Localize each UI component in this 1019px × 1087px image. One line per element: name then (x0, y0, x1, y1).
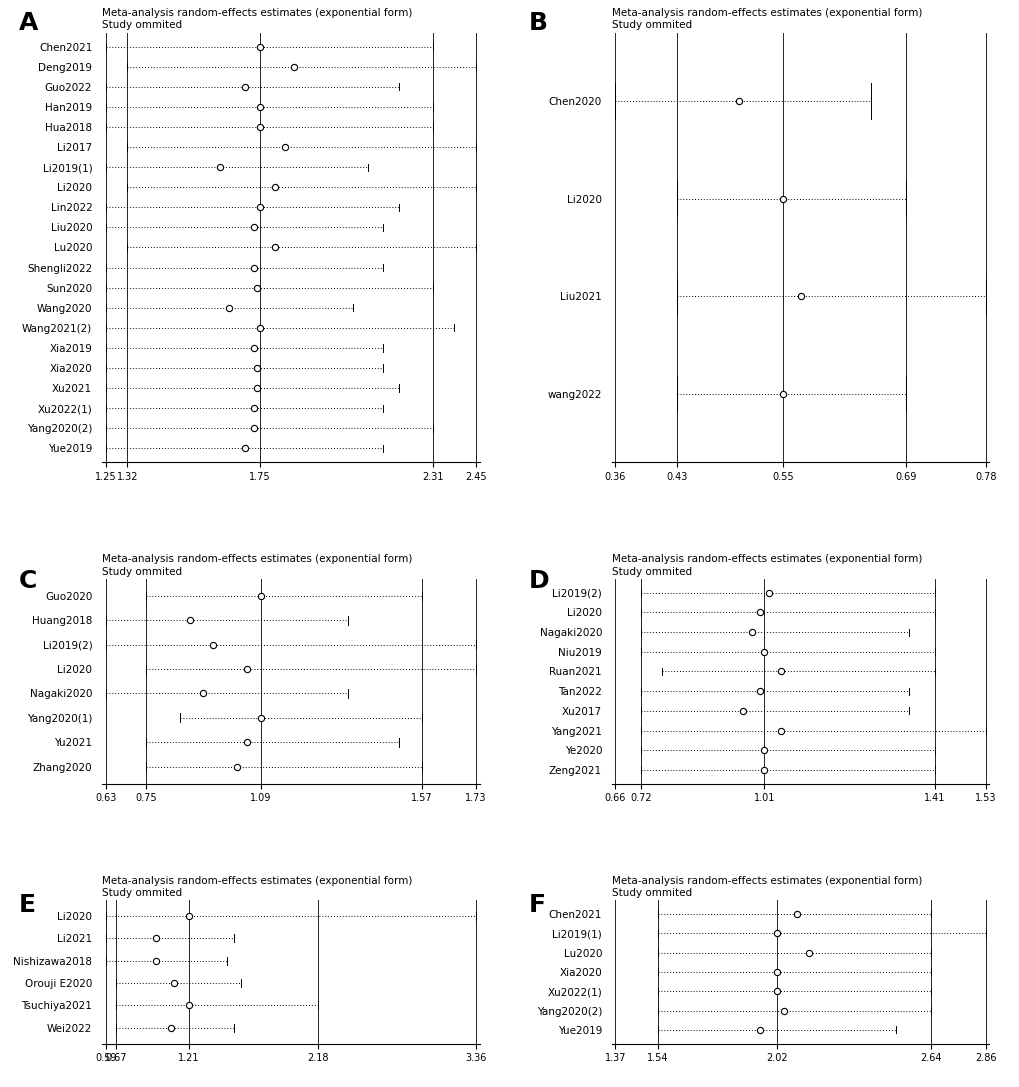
Text: Meta-analysis random-effects estimates (exponential form)
Study ommited: Meta-analysis random-effects estimates (… (611, 554, 921, 577)
Text: D: D (528, 569, 549, 592)
Text: Meta-analysis random-effects estimates (exponential form)
Study ommited: Meta-analysis random-effects estimates (… (102, 554, 412, 577)
Text: A: A (19, 11, 39, 35)
Text: B: B (528, 11, 547, 35)
Text: E: E (19, 894, 36, 917)
Text: C: C (19, 569, 38, 592)
Text: F: F (528, 894, 545, 917)
Text: Meta-analysis random-effects estimates (exponential form)
Study ommited: Meta-analysis random-effects estimates (… (611, 876, 921, 898)
Text: Meta-analysis random-effects estimates (exponential form)
Study ommited: Meta-analysis random-effects estimates (… (102, 8, 412, 30)
Text: Meta-analysis random-effects estimates (exponential form)
Study ommited: Meta-analysis random-effects estimates (… (102, 876, 412, 898)
Text: Meta-analysis random-effects estimates (exponential form)
Study ommited: Meta-analysis random-effects estimates (… (611, 8, 921, 30)
